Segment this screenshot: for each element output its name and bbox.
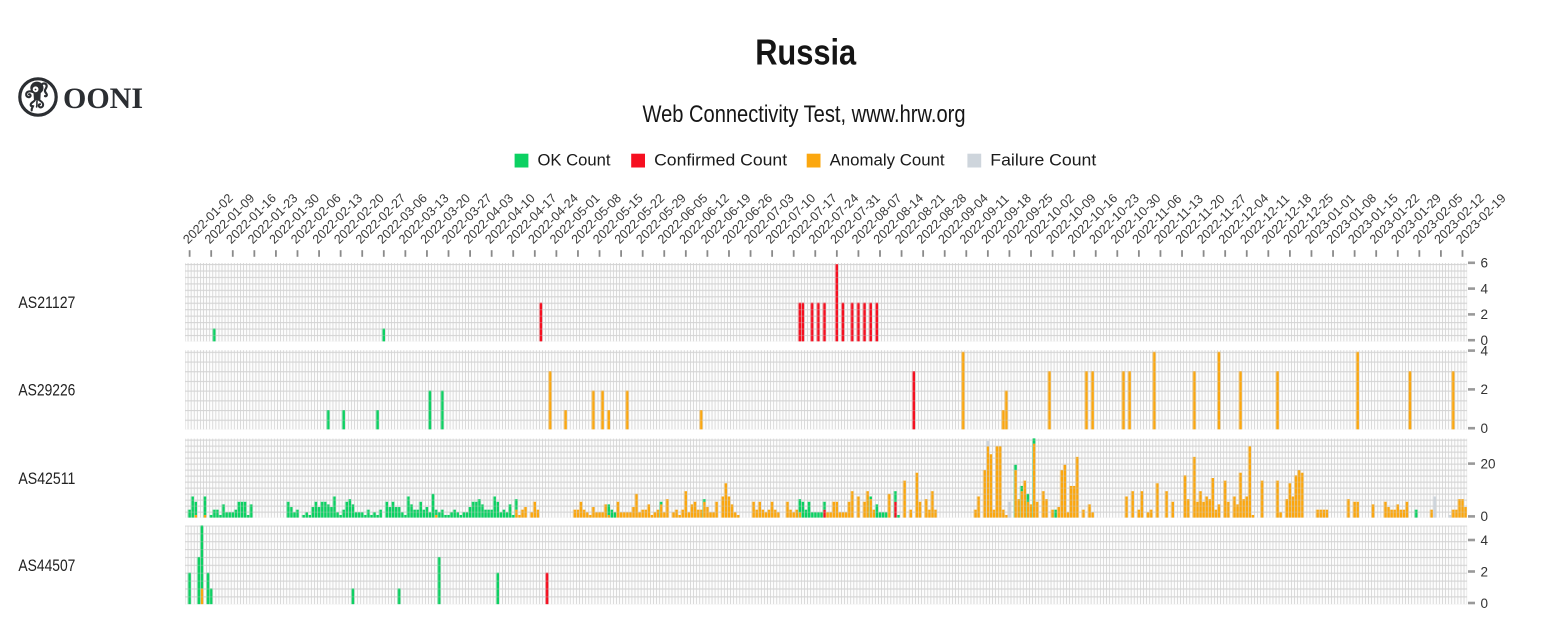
svg-text:Russia: Russia (755, 32, 857, 73)
svg-text:6: 6 (1481, 256, 1489, 271)
svg-text:2: 2 (1481, 564, 1489, 579)
svg-text:Failure Count: Failure Count (990, 151, 1096, 170)
svg-text:2: 2 (1481, 382, 1489, 397)
svg-text:2: 2 (1481, 307, 1489, 322)
svg-text:4: 4 (1481, 343, 1489, 358)
svg-text:Anomaly Count: Anomaly Count (830, 151, 945, 170)
svg-text:20: 20 (1481, 456, 1496, 471)
svg-text:0: 0 (1481, 333, 1489, 348)
svg-text:AS29226: AS29226 (18, 382, 75, 400)
svg-text:0: 0 (1481, 509, 1489, 524)
svg-text:4: 4 (1481, 281, 1489, 296)
svg-text:Web Connectivity Test, www.hrw: Web Connectivity Test, www.hrw.org (643, 101, 966, 128)
svg-text:AS42511: AS42511 (18, 470, 75, 488)
svg-text:OK Count: OK Count (538, 151, 611, 170)
svg-text:AS21127: AS21127 (18, 294, 75, 312)
svg-text:0: 0 (1481, 596, 1489, 611)
svg-text:Confirmed Count: Confirmed Count (654, 151, 787, 170)
svg-text:AS44507: AS44507 (18, 557, 75, 575)
svg-text:0: 0 (1481, 421, 1489, 436)
svg-text:OONI: OONI (63, 82, 143, 115)
svg-text:4: 4 (1481, 533, 1489, 548)
